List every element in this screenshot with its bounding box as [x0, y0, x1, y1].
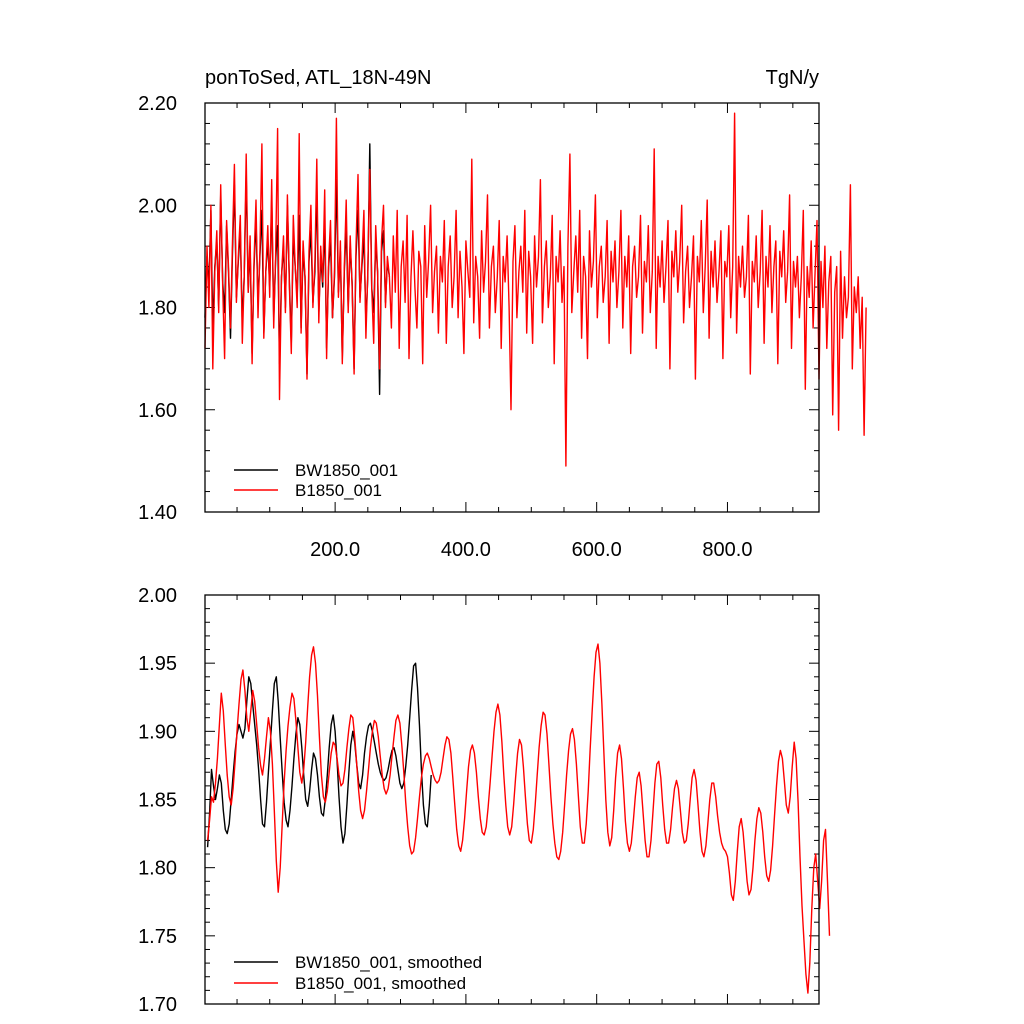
- top-legend-label-bw: BW1850_001: [295, 461, 398, 480]
- top-legend: BW1850_001 B1850_001: [234, 461, 398, 500]
- bottom-ytick-label: 1.90: [138, 721, 177, 743]
- top-xtick-label: 600.0: [572, 539, 622, 561]
- bottom-axis-ticks: 1.70 1.75 1.80 1.85 1.90 1.95 2.00: [138, 585, 819, 1016]
- top-legend-label-b: B1850_001: [295, 481, 382, 500]
- bottom-legend: BW1850_001, smoothed B1850_001, smoothed: [234, 953, 482, 993]
- top-xtick-label: 800.0: [702, 539, 752, 561]
- top-ytick-label: 1.40: [138, 502, 177, 524]
- top-ytick-label: 1.80: [138, 298, 177, 320]
- top-ytick-label: 1.60: [138, 400, 177, 422]
- top-xtick-label: 400.0: [441, 539, 491, 561]
- bottom-plot-frame: [204, 594, 820, 1005]
- bottom-ytick-label: 1.95: [138, 653, 177, 675]
- top-title-left: ponToSed, ATL_18N-49N: [205, 67, 431, 89]
- bottom-legend-label-b: B1850_001, smoothed: [295, 974, 466, 993]
- bottom-series-lines: [206, 643, 831, 994]
- top-axis-ticks: 1.40 1.60 1.80 2.00 2.20 200.0 400.0 600.0 800.0: [138, 93, 819, 561]
- top-ytick-label: 2.20: [138, 93, 177, 115]
- bottom-ytick-label: 2.00: [138, 585, 177, 607]
- bottom-series-line-b1850: [206, 643, 831, 994]
- top-series-lines: [204, 112, 867, 467]
- bottom-ytick-label: 1.85: [138, 790, 177, 812]
- bottom-chart: 1.70 1.75 1.80 1.85 1.90 1.95 2.00 BW1850_001,…: [138, 585, 831, 1016]
- bottom-ytick-label: 1.70: [138, 994, 177, 1016]
- top-ytick-label: 2.00: [138, 195, 177, 217]
- top-series-line-b1850: [204, 112, 867, 467]
- bottom-ytick-label: 1.80: [138, 858, 177, 880]
- bottom-ytick-label: 1.75: [138, 926, 177, 948]
- bottom-series-line-bw1850: [206, 662, 432, 848]
- top-title-right: TgN/y: [766, 67, 819, 89]
- top-plot-frame: [204, 102, 820, 513]
- bottom-legend-label-bw: BW1850_001, smoothed: [295, 953, 482, 972]
- top-xtick-label: 200.0: [310, 539, 360, 561]
- top-chart: ponToSed, ATL_18N-49N TgN/y 1.40 1.60 1.80…: [138, 67, 867, 561]
